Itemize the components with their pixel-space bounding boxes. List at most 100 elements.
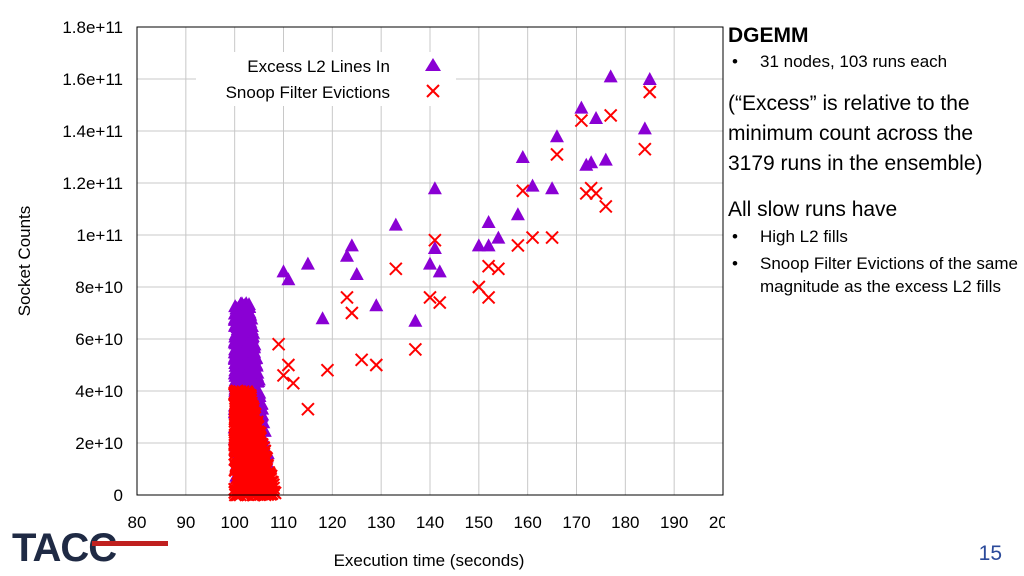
point-x [262, 481, 276, 496]
point-triangle [598, 152, 613, 166]
scatter-chart: 80 90 100 110 120 130 140 150 160 170 180 190 200 0 2… [15, 18, 725, 570]
point-x [345, 306, 359, 320]
point-triangle [549, 129, 564, 143]
point-x [286, 376, 300, 390]
point-x [472, 280, 486, 294]
point-triangle [515, 150, 530, 163]
x-tick-label: 100 [220, 513, 248, 532]
excess-note: (“Excess” is relative to the minimum cou… [728, 92, 983, 175]
legend: Excess L2 Lines In Snoop Filter Eviction… [196, 52, 456, 106]
point-x [516, 184, 530, 198]
point-x [525, 230, 540, 245]
point-x [423, 290, 437, 305]
point-triangle [603, 69, 618, 83]
point-triangle [344, 238, 359, 252]
point-x [408, 342, 423, 357]
point-x [246, 432, 260, 446]
y-tick-label: 1.4e+11 [62, 122, 123, 141]
point-x [301, 402, 315, 416]
point-triangle [315, 311, 330, 325]
x-tick-label: 80 [128, 513, 147, 532]
point-x [256, 472, 270, 487]
point-x [231, 453, 246, 467]
point-x [263, 470, 278, 484]
point-triangle [235, 319, 250, 333]
point-x [271, 337, 286, 351]
point-triangle [339, 248, 354, 262]
tacc-logo: TACC [12, 527, 168, 567]
y-tick-label: 6e+10 [75, 330, 123, 349]
legend-label-snoop: Snoop Filter Evictions [226, 83, 390, 102]
point-triangle [491, 230, 506, 244]
point-triangle [276, 264, 291, 278]
y-tick-label: 1.8e+11 [62, 18, 123, 37]
point-x [354, 353, 369, 367]
y-tick-label: 4e+10 [75, 382, 123, 401]
point-x [241, 424, 255, 439]
y-axis-title: Socket Counts [15, 206, 34, 317]
x-tick-label: 140 [416, 513, 444, 532]
point-triangle [231, 328, 246, 342]
point-triangle [244, 318, 259, 332]
side-notes: DGEMM 31 nodes, 103 runs each (“Excess” … [728, 22, 1018, 298]
y-tick-labels: 0 2e+10 4e+10 6e+10 8e+10 1e+11 1.2e+11 1.4e+11… [62, 18, 123, 505]
point-triangle [245, 330, 260, 344]
point-triangle [510, 207, 525, 221]
y-tick-label: 0 [114, 486, 123, 505]
point-x [230, 384, 244, 398]
x-tick-labels: 80 90 100 110 120 130 140 150 160 170 180 190 200 [128, 513, 725, 532]
point-x [599, 199, 613, 214]
point-triangle [637, 121, 652, 135]
x-tick-label: 180 [611, 513, 639, 532]
x-tick-label: 110 [270, 513, 297, 532]
point-triangle [427, 181, 442, 195]
point-triangle [574, 100, 589, 114]
point-triangle [238, 343, 253, 357]
point-x [238, 408, 252, 423]
point-triangle [244, 352, 259, 366]
point-triangle [241, 304, 256, 318]
point-triangle [300, 256, 315, 270]
point-x [369, 358, 383, 372]
y-tick-label: 1.2e+11 [62, 174, 123, 193]
point-triangle [584, 155, 599, 169]
logo-text: TACC [12, 527, 116, 567]
point-x [276, 368, 291, 383]
point-triangle [281, 272, 296, 286]
point-x [550, 147, 564, 162]
point-triangle [423, 256, 437, 270]
point-x [229, 389, 244, 404]
point-triangle [589, 111, 604, 124]
point-triangle [481, 238, 496, 252]
y-tick-label: 8e+10 [75, 278, 123, 297]
x-tick-label: 130 [367, 513, 395, 532]
series-snoop-filter-evictions [228, 85, 657, 502]
point-x [481, 290, 496, 305]
point-x [229, 429, 243, 444]
point-x [511, 238, 525, 253]
point-triangle [427, 241, 442, 254]
point-triangle [388, 217, 403, 231]
point-x [260, 470, 274, 485]
point-triangle [349, 267, 364, 280]
x-tick-label: 160 [513, 513, 541, 532]
point-x [574, 113, 589, 128]
point-triangle [525, 178, 540, 192]
point-triangle [369, 298, 384, 312]
point-x [643, 85, 657, 99]
y-tick-label: 1.6e+11 [62, 70, 123, 89]
point-x [603, 108, 618, 123]
point-triangle [481, 215, 496, 228]
point-x [638, 142, 652, 156]
point-triangle [248, 364, 263, 378]
point-triangle [231, 306, 246, 320]
point-triangle [545, 181, 560, 195]
point-x [340, 290, 354, 305]
point-x [481, 259, 496, 273]
point-x [259, 453, 273, 468]
x-tick-label: 200 [709, 513, 725, 532]
point-x [433, 295, 447, 310]
x-axis-title: Execution time (seconds) [334, 551, 525, 570]
x-tick-label: 150 [465, 513, 493, 532]
bullet-snoop-evictions: Snoop Filter Evictions of the same magni… [728, 252, 1018, 298]
